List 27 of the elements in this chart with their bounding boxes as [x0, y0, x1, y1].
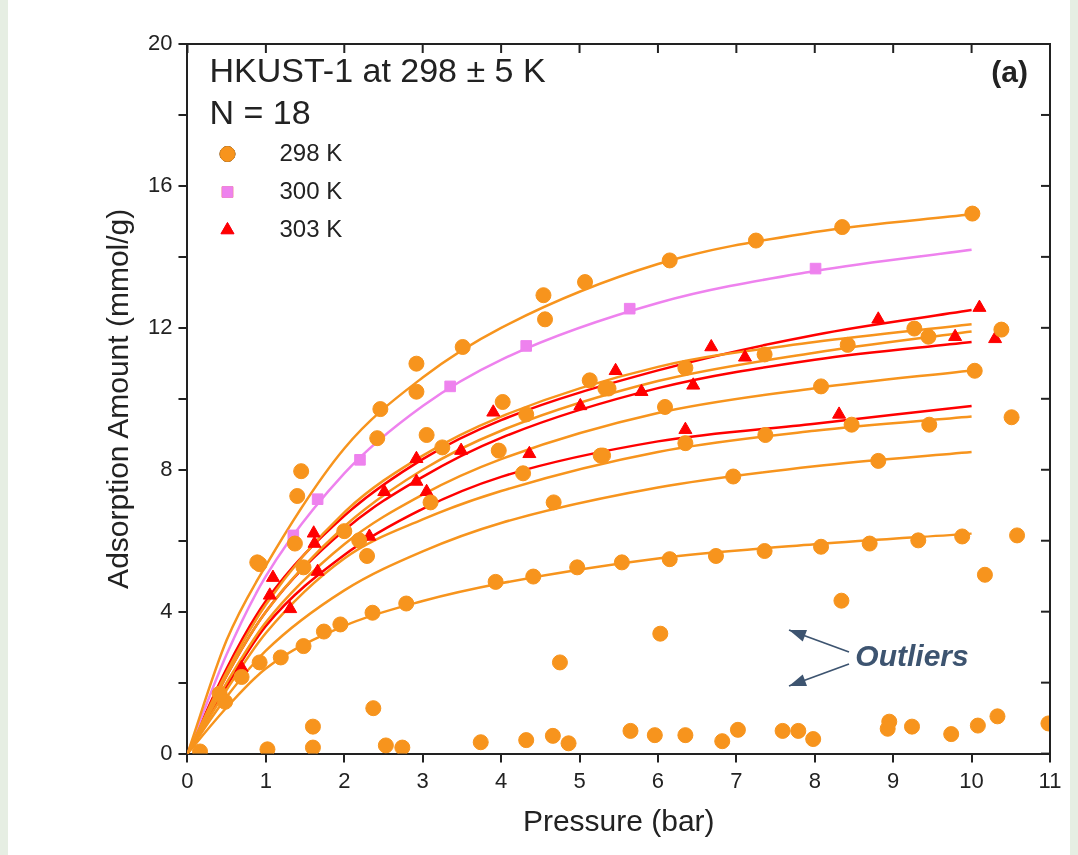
x-tick-label: 8: [808, 767, 821, 793]
annotation: (a): [991, 55, 1028, 88]
annotation: Outliers: [855, 639, 969, 673]
x-tick-label: 5: [573, 767, 586, 793]
text: N = 18: [209, 93, 311, 131]
x-tick-label: 7: [730, 767, 743, 793]
y-axis-title: Adsorption Amount (mmol/g): [101, 208, 135, 589]
x-axis-title: Pressure (bar): [522, 804, 715, 838]
y-tick-label: 4: [160, 597, 173, 623]
y-tick-label: 0: [160, 739, 173, 765]
x-tick-label: 3: [416, 767, 429, 793]
legend-label: 298 K: [279, 138, 343, 166]
legend-label: 300 K: [279, 176, 343, 204]
legend-label: 303 K: [279, 214, 343, 242]
x-tick-label: 11: [1038, 767, 1062, 793]
x-tick-label: 6: [651, 767, 665, 793]
y-tick-label: 20: [147, 30, 173, 56]
chart-title: HKUST-1 at 298 ± 5 K: [209, 51, 546, 89]
x-tick-label: 9: [887, 767, 900, 793]
x-tick-label: 1: [259, 767, 273, 793]
x-tick-label: 10: [959, 767, 984, 793]
y-tick-label: 8: [160, 455, 173, 481]
y-tick-label: 12: [147, 313, 173, 339]
y-tick-label: 16: [147, 171, 173, 197]
x-tick-label: 0: [181, 767, 194, 793]
x-tick-label: 4: [494, 767, 508, 793]
x-tick-label: 2: [338, 767, 351, 793]
